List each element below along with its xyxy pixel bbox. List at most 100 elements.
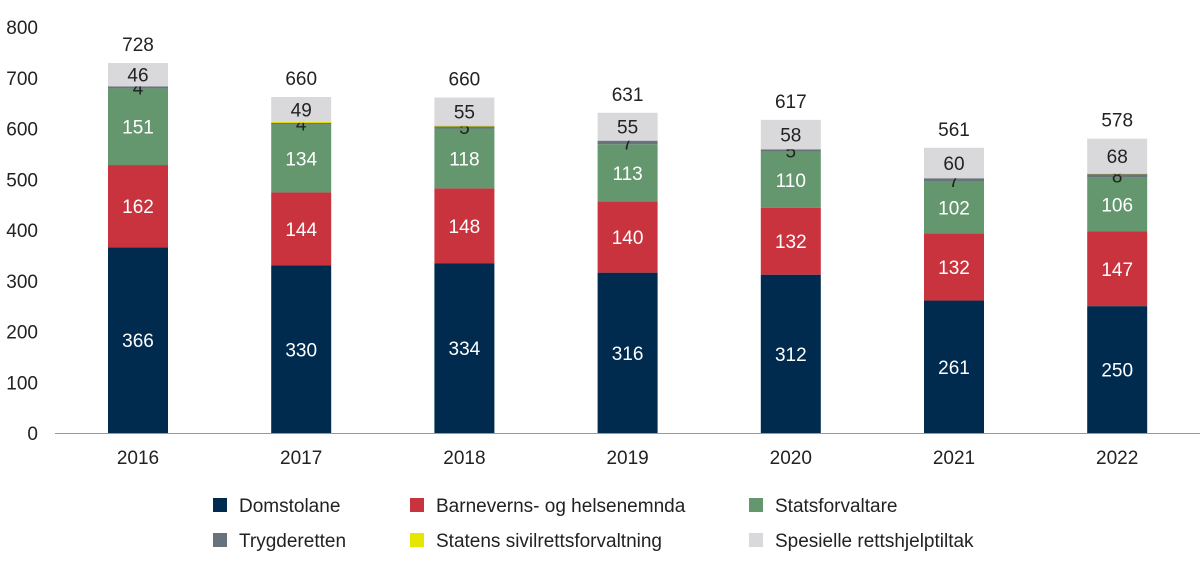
data-label: 151: [122, 118, 154, 139]
data-label: 334: [449, 339, 481, 360]
legend-label: Statens sivilrettsforvaltning: [436, 531, 662, 552]
total-label: 631: [612, 85, 644, 106]
bar-segment: [1087, 138, 1148, 174]
legend-label: Statsforvaltare: [775, 496, 898, 517]
data-label: 7: [622, 133, 633, 154]
bar-segment: [760, 207, 821, 275]
data-label: 148: [449, 217, 481, 238]
data-label: 4: [133, 78, 144, 99]
bar-segment: [271, 121, 332, 123]
data-label: 5: [786, 142, 797, 163]
legend-label: Trygderetten: [239, 531, 346, 552]
bar-segment: [434, 97, 495, 126]
legend-label: Domstolane: [239, 496, 340, 517]
data-label: 132: [938, 258, 970, 279]
data-label: 118: [449, 149, 479, 170]
y-tick-label: 700: [6, 69, 38, 90]
bar-segment: [924, 233, 984, 301]
total-label: 660: [285, 69, 317, 90]
data-label: 261: [938, 358, 970, 379]
bar-segment: [1087, 306, 1148, 433]
data-label: 68: [1107, 147, 1128, 168]
data-label: 140: [612, 228, 644, 249]
data-label: 102: [938, 199, 970, 220]
legend-swatch: [749, 498, 763, 512]
bar-segment: [597, 140, 658, 145]
bar-segment: [924, 181, 984, 234]
x-tick-label: 2022: [1096, 448, 1138, 469]
bar-segment: [108, 88, 168, 166]
data-label: 147: [1101, 260, 1133, 281]
data-label: 7: [949, 171, 960, 192]
x-tick-label: 2016: [117, 448, 159, 469]
data-label: 316: [612, 344, 644, 365]
bar-segment: [1087, 173, 1148, 175]
data-label: 366: [122, 331, 154, 352]
total-label: 561: [938, 120, 970, 141]
total-label: 578: [1101, 111, 1133, 132]
bar-segment: [924, 300, 984, 433]
bar-segment: [108, 247, 168, 433]
legend-swatch: [410, 533, 424, 547]
data-label: 46: [127, 66, 148, 87]
bar-segment: [760, 151, 821, 208]
total-label: 728: [122, 35, 154, 56]
data-label: 134: [285, 149, 317, 170]
bar-segment: [271, 122, 332, 125]
y-tick-label: 300: [6, 272, 38, 293]
data-label: 60: [943, 154, 964, 175]
x-tick-label: 2018: [443, 448, 485, 469]
data-label: 5: [459, 118, 470, 139]
data-label: 55: [454, 102, 475, 123]
data-label: 162: [122, 197, 154, 218]
bar-segment: [760, 149, 821, 152]
data-label: 144: [285, 220, 317, 241]
bar-segment: [271, 97, 332, 122]
data-label: 4: [296, 114, 307, 135]
data-label: 250: [1101, 361, 1133, 382]
bar-segment: [760, 274, 821, 433]
bar-segment: [108, 63, 168, 87]
bar-segment: [924, 178, 984, 182]
y-tick-label: 500: [6, 170, 38, 191]
bar-segment: [271, 265, 332, 433]
data-label: 58: [780, 126, 801, 147]
bar-segment: [1087, 231, 1148, 307]
total-label: 617: [775, 92, 807, 113]
data-label: 106: [1101, 196, 1133, 217]
y-tick-label: 200: [6, 323, 38, 344]
x-tick-label: 2020: [770, 448, 812, 469]
bar-segment: [1087, 173, 1148, 178]
data-label: 55: [617, 118, 638, 139]
bar-segment: [434, 263, 495, 433]
bar-segment: [597, 144, 658, 202]
data-label: 110: [776, 171, 806, 192]
x-tick-label: 2019: [606, 448, 648, 469]
bar-segment: [597, 112, 658, 141]
bar-segment: [924, 147, 984, 179]
legend-swatch: [749, 533, 763, 547]
data-label: 113: [612, 164, 642, 185]
total-label: 660: [449, 70, 481, 91]
bar-segment: [271, 192, 332, 266]
legend-swatch: [213, 498, 227, 512]
bar-segment: [760, 119, 821, 150]
data-label: 49: [291, 100, 312, 121]
bar-segment: [271, 124, 332, 193]
bar-segment: [434, 128, 495, 189]
bar-segment: [597, 272, 658, 433]
x-tick-label: 2017: [280, 448, 322, 469]
data-label: 132: [775, 232, 807, 253]
bar-segment: [434, 125, 495, 129]
data-label: 8: [1112, 167, 1123, 188]
y-tick-label: 100: [6, 373, 38, 394]
legend-label: Spesielle rettshjelptiltak: [775, 531, 974, 552]
y-tick-label: 800: [6, 18, 38, 39]
y-tick-label: 400: [6, 221, 38, 242]
x-tick-label: 2021: [933, 448, 975, 469]
bar-segment: [597, 201, 658, 273]
y-tick-label: 0: [27, 424, 38, 445]
legend-swatch: [410, 498, 424, 512]
bar-segment: [434, 125, 495, 127]
